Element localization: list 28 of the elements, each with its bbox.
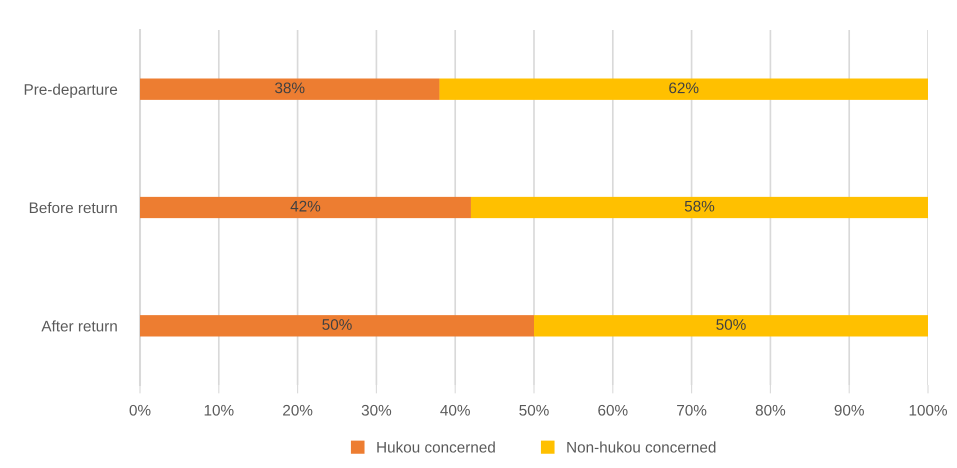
y-tick-label: Pre-departure <box>24 84 118 98</box>
x-tick-label: 90% <box>834 404 864 416</box>
bar <box>140 315 534 336</box>
x-tick-label: 80% <box>756 404 786 416</box>
x-tick-label: 100% <box>910 404 947 416</box>
bar <box>470 196 928 218</box>
x-tick-label: 30% <box>362 404 392 416</box>
y-tick-label: Before return <box>30 202 117 214</box>
data-label: 58% <box>684 200 714 212</box>
x-tick-label: 40% <box>440 404 470 416</box>
legend-label: Non-hukou concerned <box>567 441 716 453</box>
bar <box>534 315 928 336</box>
legend-label: Hukou concerned <box>377 441 495 453</box>
x-tick-label: 20% <box>283 404 312 416</box>
x-tick-label: 50% <box>519 404 549 416</box>
x-tick-label: 70% <box>677 404 706 416</box>
y-tick-label: After return <box>41 320 117 332</box>
data-label: 62% <box>669 82 698 94</box>
bar <box>140 78 440 100</box>
bar <box>140 196 471 218</box>
x-tick-label: 0% <box>130 404 150 416</box>
data-label: 50% <box>322 319 352 330</box>
x-tick-label: 60% <box>598 404 628 416</box>
data-label: 42% <box>290 200 320 212</box>
bar <box>439 78 928 100</box>
x-tick-label: 10% <box>204 404 234 416</box>
data-label: 50% <box>716 319 746 330</box>
data-label: 38% <box>275 82 304 94</box>
